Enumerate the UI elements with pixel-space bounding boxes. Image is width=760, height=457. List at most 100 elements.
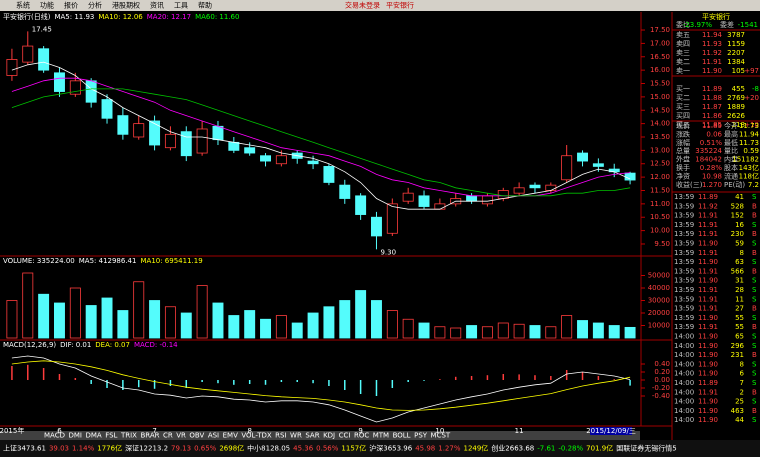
indicator-tab[interactable]: EMV (223, 432, 238, 440)
tick-time: 14:00 (674, 333, 694, 341)
status-item: -7.61 (537, 445, 555, 453)
menu-item[interactable]: 功能 (40, 1, 54, 10)
tick-price: 11.91 (698, 323, 718, 331)
indicator-tab[interactable]: FSL (105, 432, 117, 440)
tick-flag: B (752, 212, 757, 220)
volume-bar (180, 312, 192, 339)
candle-body (275, 155, 287, 165)
status-item: 1.14% (72, 445, 95, 453)
tick-price: 11.90 (698, 370, 718, 378)
menu-item[interactable]: 港股期权 (112, 1, 140, 10)
book-label: 卖三 (676, 49, 690, 57)
book-label: 卖二 (676, 58, 690, 66)
menu-item[interactable]: 系统 (16, 1, 30, 10)
quote-value: 0.06 (706, 130, 722, 138)
menu-item[interactable]: 帮助 (198, 1, 212, 10)
menu-item[interactable]: 工具 (174, 2, 188, 10)
volume-bar (149, 300, 161, 339)
candle-body (545, 184, 557, 191)
quote-value: 11.73 (739, 122, 759, 130)
volume-bar (339, 300, 351, 339)
tick-price: 11.90 (698, 342, 718, 350)
indicator-tab[interactable]: CCI (339, 432, 351, 440)
book-price: 11.90 (702, 67, 722, 75)
indicator-tab[interactable]: BOLL (393, 432, 411, 440)
low-label: 9.30 (380, 248, 396, 256)
indicator-tab[interactable]: PSY (414, 432, 428, 440)
status-item: -0.28% (558, 445, 583, 453)
indicator-tab[interactable]: VOL-TDX (241, 432, 272, 440)
candle-body (69, 80, 81, 95)
status-item: 2698亿 (219, 444, 244, 453)
quote-label: 量比 (724, 146, 738, 155)
indicator-tab[interactable]: VR (176, 432, 186, 440)
candle-body (466, 195, 478, 202)
tick-flag: S (752, 379, 757, 387)
status-item: 国联证券无锡行情5 (616, 444, 676, 453)
tick-flag: B (752, 351, 757, 359)
indicator-tab[interactable]: KDJ (323, 432, 335, 440)
volume-bar (38, 293, 50, 339)
tick-flag: S (752, 398, 757, 406)
y-tick-label: 30000 (648, 297, 670, 305)
high-label: 17.45 (32, 25, 52, 33)
indicator-tab[interactable]: OBV (189, 432, 204, 440)
indicator-tab[interactable]: MCST (431, 432, 451, 440)
y-tick-label: 0.40 (654, 360, 670, 368)
book-price: 11.85 (702, 121, 722, 129)
quote-label: 内盘 (724, 155, 738, 164)
indicator-tab[interactable]: DMI (68, 432, 82, 440)
y-tick-label: 14.00 (650, 120, 670, 128)
book-price: 11.89 (702, 85, 722, 93)
indicator-tab[interactable]: ASI (208, 432, 219, 440)
y-tick-label: -0.20 (652, 384, 670, 392)
y-tick-label: 11.50 (650, 186, 670, 194)
menu-item[interactable]: 报价 (64, 1, 78, 10)
indicator-tab[interactable]: WR (290, 432, 302, 440)
tick-flag: B (752, 202, 757, 210)
tick-volume: 2 (740, 388, 744, 396)
indicator-tab[interactable]: SAR (305, 432, 319, 440)
candle-body (497, 190, 509, 199)
book-volume: 2626 (727, 112, 745, 120)
tick-price: 11.91 (698, 221, 718, 229)
tick-flag: S (752, 193, 757, 201)
quote-label: 外盘 (676, 155, 690, 164)
volume-bar (291, 322, 303, 339)
indicator-tab[interactable]: RSI (275, 432, 286, 440)
book-volume: 455 (732, 85, 745, 93)
y-tick-label: 0.20 (654, 368, 670, 376)
status-bar (0, 440, 760, 457)
volume-bar (164, 306, 176, 339)
book-summary: -23.97% (683, 21, 713, 29)
indicator-tab[interactable]: MTM (373, 432, 389, 440)
menu-item[interactable]: 分析 (88, 1, 102, 10)
quote-label: 股本 (724, 163, 738, 172)
indicator-tab[interactable]: TRIX (120, 432, 137, 440)
indicator-tab[interactable]: BRAR (140, 432, 159, 440)
volume-bar (275, 315, 287, 339)
panel-header: 平安银行(日线) (3, 12, 51, 21)
tick-price: 11.90 (698, 398, 718, 406)
quote-label: 总量 (676, 146, 690, 155)
tick-price: 11.91 (698, 295, 718, 303)
tick-time: 14:00 (674, 370, 694, 378)
y-tick-label: 15.00 (650, 93, 670, 101)
indicator-tab[interactable]: MACD (44, 432, 65, 440)
volume-bar (497, 322, 509, 339)
tick-price: 11.91 (698, 286, 718, 294)
indicator-tab[interactable]: CR (163, 432, 173, 440)
tick-time: 13:59 (674, 258, 694, 266)
tick-flag: S (752, 221, 757, 229)
menu-item[interactable]: 资讯 (150, 1, 164, 10)
indicator-tab[interactable]: ROC (354, 432, 369, 440)
tick-volume: 7 (740, 379, 744, 387)
status-item: 79.13 (171, 445, 191, 453)
book-volume: 1159 (727, 40, 745, 48)
tick-flag: S (752, 286, 757, 294)
indicator-tab[interactable]: DMA (85, 432, 101, 440)
status-item: 0.65% (194, 445, 217, 453)
tick-flag: S (752, 258, 757, 266)
y-tick-label: 12.00 (650, 173, 670, 181)
